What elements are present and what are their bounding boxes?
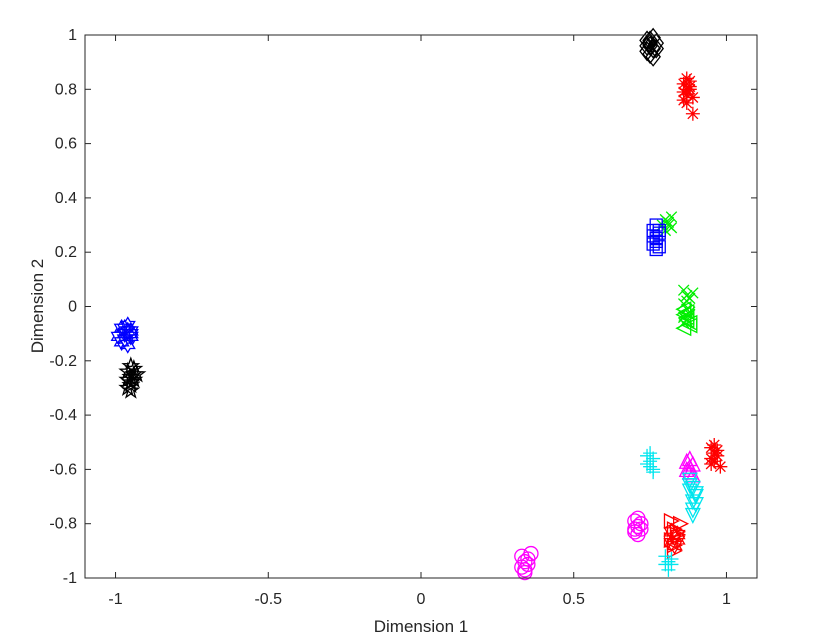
series-1 xyxy=(639,27,665,67)
data-point xyxy=(648,38,665,59)
data-point xyxy=(116,329,133,349)
series-17 xyxy=(514,545,539,581)
series-11 xyxy=(704,437,728,474)
y-tick-label: 0.4 xyxy=(55,190,77,207)
data-point xyxy=(665,211,678,223)
data-point xyxy=(681,450,698,467)
data-point xyxy=(679,82,694,97)
data-point xyxy=(707,437,722,452)
data-point xyxy=(687,497,704,514)
series-6 xyxy=(675,301,698,337)
data-point xyxy=(669,525,686,544)
x-tick-label: 1 xyxy=(722,591,731,608)
y-tick-label: 1 xyxy=(68,27,77,44)
y-tick-label: -0.4 xyxy=(49,407,77,424)
series-7 xyxy=(110,316,139,354)
x-tick-label: 0.5 xyxy=(563,591,585,608)
data-point xyxy=(679,95,694,110)
y-axis-label: Dimension 2 xyxy=(28,259,47,354)
data-point xyxy=(672,515,690,532)
data-point xyxy=(645,38,661,59)
data-point xyxy=(121,356,141,375)
series-10 xyxy=(678,450,701,483)
series-2 xyxy=(676,71,700,121)
series-13 xyxy=(627,510,649,543)
data-point xyxy=(678,460,695,478)
data-point xyxy=(681,472,698,489)
y-tick-label: 0.6 xyxy=(55,136,77,153)
data-point xyxy=(649,234,663,248)
data-point xyxy=(685,106,700,121)
data-point xyxy=(122,321,139,341)
data-point xyxy=(630,510,646,526)
y-tick-label: 0.2 xyxy=(55,244,77,261)
y-tick-label: -0.6 xyxy=(49,461,77,478)
data-point xyxy=(678,303,695,320)
series-15 xyxy=(663,522,686,555)
data-point xyxy=(684,507,701,525)
data-point xyxy=(675,320,692,337)
data-point xyxy=(685,90,700,105)
data-point xyxy=(710,448,725,463)
data-point xyxy=(640,448,655,463)
data-point xyxy=(627,521,643,537)
data-point xyxy=(110,327,127,346)
data-points xyxy=(110,27,728,581)
data-point xyxy=(639,30,655,51)
y-axis-ticks: -1 -0.8 -0.6 -0.4 -0.2 0 0.2 0.4 0.6 0.8 1 xyxy=(49,27,757,587)
data-point xyxy=(122,324,139,343)
data-point xyxy=(517,564,533,581)
data-point xyxy=(652,223,666,238)
data-point xyxy=(646,465,661,480)
data-point xyxy=(661,562,676,577)
series-12 xyxy=(681,472,704,525)
x-tick-label: -0.5 xyxy=(254,591,282,608)
x-axis-ticks: -1 -0.5 0 0.5 1 xyxy=(108,35,731,608)
series-9 xyxy=(640,446,661,480)
data-point xyxy=(649,242,663,257)
y-tick-label: 0 xyxy=(68,299,77,316)
data-point xyxy=(121,380,141,399)
x-axis-label: Dimension 1 xyxy=(374,617,469,636)
data-point xyxy=(681,483,698,500)
data-point xyxy=(658,557,673,572)
data-point xyxy=(645,46,661,67)
data-point xyxy=(704,456,719,471)
data-point xyxy=(663,533,680,552)
data-point xyxy=(682,74,697,89)
y-tick-label: -0.2 xyxy=(49,353,77,370)
data-point xyxy=(523,545,539,562)
plot-frame xyxy=(84,34,758,579)
data-point xyxy=(642,35,658,56)
data-point xyxy=(630,518,646,535)
data-point xyxy=(666,521,683,538)
series-16 xyxy=(658,549,679,577)
data-point xyxy=(643,459,658,474)
data-point xyxy=(642,33,658,54)
data-point xyxy=(675,301,692,318)
data-point xyxy=(681,314,698,331)
data-point xyxy=(642,43,658,65)
series-8 xyxy=(118,356,147,399)
data-point xyxy=(664,551,679,566)
data-point xyxy=(713,459,728,474)
x-tick-label: -1 xyxy=(108,591,122,608)
data-point xyxy=(119,316,136,335)
data-point xyxy=(677,284,690,296)
data-point xyxy=(666,527,683,547)
data-point xyxy=(665,222,678,234)
data-point xyxy=(666,536,683,555)
data-point xyxy=(639,41,655,62)
x-tick-label: 0 xyxy=(417,591,426,608)
data-point xyxy=(687,287,699,299)
data-point xyxy=(681,478,698,495)
y-tick-label: -0.8 xyxy=(49,516,77,533)
y-tick-label: -1 xyxy=(63,570,77,587)
series-4 xyxy=(646,218,666,257)
data-point xyxy=(676,76,691,91)
y-tick-label: 0.8 xyxy=(55,81,77,98)
data-point xyxy=(633,521,649,537)
data-point xyxy=(124,369,144,388)
